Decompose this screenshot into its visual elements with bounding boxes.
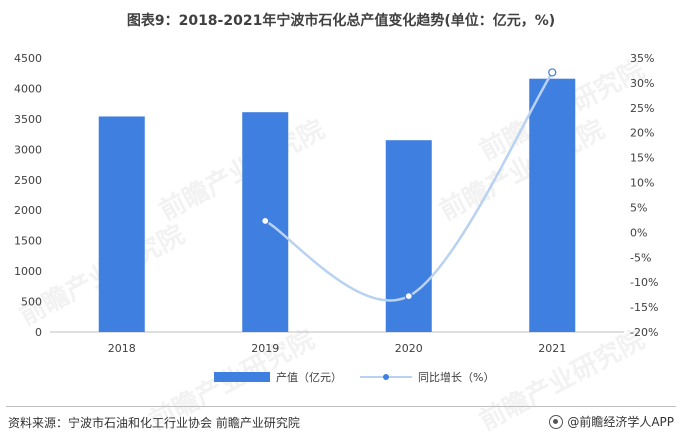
y-right-tick-label: 30% [630, 77, 654, 90]
y-right-tick-label: 0% [630, 226, 647, 239]
y-left-tick-label: 0 [35, 326, 42, 339]
x-tick-label: 2018 [108, 342, 136, 355]
y-right-tick-label: -20% [630, 326, 658, 339]
legend-label: 产值（亿元） [276, 370, 342, 384]
y-right-tick-label: -15% [630, 301, 658, 314]
y-right-tick-label: 5% [630, 201, 647, 214]
y-left-tick-label: 4000 [14, 82, 42, 95]
brand-logo-icon [549, 414, 564, 429]
x-tick-label: 2021 [538, 342, 566, 355]
y-left-tick-label: 4500 [14, 52, 42, 65]
bar [385, 140, 432, 332]
y-left-tick-label: 2000 [14, 204, 42, 217]
y-right-tick-label: 10% [630, 177, 654, 190]
footer-divider [6, 406, 676, 407]
y-right-tick-label: 25% [630, 102, 654, 115]
y-right-tick-label: 20% [630, 127, 654, 140]
y-left-tick-label: 500 [21, 296, 42, 309]
y-right-tick-label: -5% [630, 251, 651, 264]
y-right-tick-label: -10% [630, 276, 658, 289]
brand-mark: @前瞻经济学人APP [549, 413, 674, 430]
y-left-tick-label: 3500 [14, 113, 42, 126]
y-left-tick-label: 1000 [14, 265, 42, 278]
legend-bar-swatch [214, 372, 270, 382]
brand-label: @前瞻经济学人APP [567, 415, 674, 429]
x-tick-label: 2020 [395, 342, 423, 355]
y-left-tick-label: 3000 [14, 143, 42, 156]
chart-title: 图表9：2018-2021年宁波市石化总产值变化趋势(单位：亿元，%) [126, 13, 556, 29]
y-right-tick-label: 15% [630, 152, 654, 165]
y-right-tick-label: 35% [630, 52, 654, 65]
legend-label: 同比增长（%） [418, 370, 494, 384]
legend-line-marker [383, 374, 389, 380]
y-left-tick-label: 1500 [14, 235, 42, 248]
growth-point [404, 292, 413, 301]
bar [98, 116, 145, 332]
growth-point [548, 68, 557, 77]
growth-point [261, 216, 270, 226]
x-tick-label: 2019 [251, 342, 279, 355]
bar [529, 78, 576, 332]
y-left-tick-label: 2500 [14, 174, 42, 187]
source-note: 资料来源：宁波市石油和化工行业协会 前瞻产业研究院 [8, 416, 300, 430]
growth-line [264, 71, 554, 302]
